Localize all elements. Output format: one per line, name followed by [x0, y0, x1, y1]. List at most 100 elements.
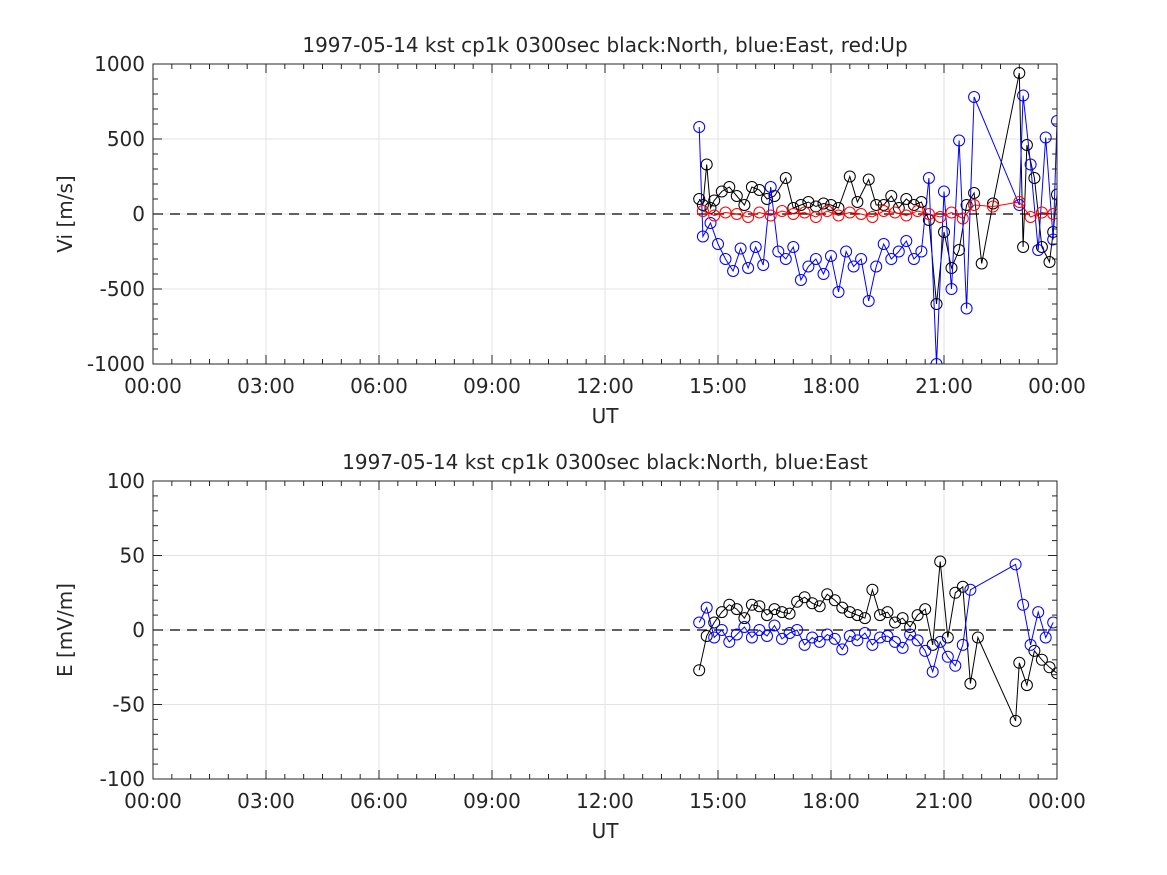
data-point-east: [949, 659, 962, 672]
data-point-east: [708, 631, 721, 644]
data-point-north: [693, 664, 706, 677]
data-point-north: [885, 190, 898, 202]
data-point-up: [922, 208, 935, 220]
data-point-north: [825, 199, 837, 211]
data-point-north: [858, 612, 871, 625]
data-point-east: [870, 260, 883, 273]
data-point-east: [881, 630, 894, 642]
data-point-up: [911, 205, 924, 217]
data-point-north: [960, 199, 973, 211]
data-point-up: [987, 200, 999, 213]
x-tick-label: 09:00: [463, 789, 521, 813]
data-point-east: [806, 631, 819, 644]
data-point-north: [896, 612, 909, 625]
data-point-east: [1017, 89, 1030, 102]
data-point-up: [832, 209, 845, 222]
data-point-east: [1013, 199, 1026, 211]
data-point-east: [761, 630, 773, 642]
x-tick-label: 12:00: [576, 789, 634, 813]
data-point-east: [779, 253, 792, 265]
data-point-east: [734, 242, 747, 255]
data-point-north: [821, 588, 834, 601]
data-point-east: [768, 619, 781, 632]
data-point-east: [783, 627, 796, 639]
data-point-up: [889, 206, 901, 219]
data-point-east: [813, 635, 826, 648]
data-point-east: [889, 635, 901, 648]
data-point-east: [900, 235, 913, 247]
data-point-east: [926, 665, 939, 678]
data-point-north: [1043, 661, 1056, 674]
data-point-north: [753, 184, 766, 196]
data-point-up: [945, 206, 958, 219]
data-point-up: [956, 212, 969, 225]
data-point-north: [761, 609, 773, 622]
data-point-east: [930, 358, 943, 364]
data-point-up: [730, 208, 743, 220]
x-tick-label: 06:00: [350, 374, 408, 398]
data-point-north: [1017, 241, 1030, 253]
electric-field-panel: 00:00 03:00 06:00 09:00 12:00 15:00 18:00 21:00…: [53, 450, 1086, 843]
data-point-north: [738, 199, 751, 211]
y-tick-label: -50: [112, 693, 145, 717]
data-point-north: [1020, 679, 1033, 692]
electric-field-panel-ylabel: E [mV/m]: [53, 583, 77, 677]
data-point-east: [730, 628, 743, 641]
data-point-north: [851, 609, 864, 622]
x-tick-label: 18:00: [802, 789, 860, 813]
data-point-east: [953, 134, 966, 147]
series-line-east: [698, 563, 1054, 674]
data-point-east: [738, 621, 751, 633]
data-point-north: [904, 621, 917, 633]
data-point-north: [911, 609, 924, 622]
data-point-up: [696, 205, 709, 217]
data-point-north: [1028, 172, 1041, 184]
data-point-north: [1009, 714, 1022, 727]
data-point-east: [742, 262, 755, 274]
data-point-north: [806, 597, 819, 610]
data-point-east: [753, 624, 766, 636]
data-point-east: [817, 268, 830, 280]
x-tick-label: 00:00: [1028, 789, 1086, 813]
data-point-east: [745, 631, 758, 644]
x-tick-label: 09:00: [463, 374, 521, 398]
x-tick-label: 00:00: [124, 789, 182, 813]
data-point-north: [745, 181, 758, 193]
data-point-up: [1013, 196, 1026, 208]
data-point-north: [693, 193, 706, 205]
data-point-north: [779, 172, 792, 184]
data-point-east: [892, 245, 905, 258]
data-point-north: [738, 612, 751, 625]
data-point-up: [866, 211, 879, 223]
data-point-north: [874, 609, 886, 622]
data-point-east: [832, 286, 845, 298]
data-point-east: [700, 601, 713, 614]
data-point-up: [1047, 208, 1057, 220]
data-point-up: [753, 206, 766, 219]
data-point-up: [776, 205, 788, 217]
data-point-east: [941, 650, 954, 663]
data-point-north: [798, 591, 811, 604]
data-point-north: [696, 199, 709, 211]
velocity-panel: 00:00 03:00 06:00 09:00 12:00 15:00 18:00 21:00…: [53, 33, 1086, 428]
x-tick-label: 03:00: [237, 374, 295, 398]
data-point-east: [727, 265, 740, 277]
data-point-north: [968, 187, 981, 199]
data-point-north: [730, 190, 743, 202]
data-point-north: [956, 580, 969, 593]
data-point-east: [907, 253, 920, 265]
x-tick-label: 21:00: [915, 374, 973, 398]
x-tick-label: 06:00: [350, 789, 408, 813]
data-point-north: [828, 594, 841, 607]
data-point-north: [708, 616, 721, 629]
data-point-east: [915, 245, 928, 258]
data-point-east: [802, 260, 815, 273]
data-point-north: [1035, 653, 1048, 666]
data-point-east: [956, 638, 969, 651]
data-point-east: [704, 217, 717, 229]
data-point-east: [1017, 598, 1030, 611]
data-point-east: [885, 253, 898, 265]
data-point-east: [1024, 638, 1037, 651]
data-point-east: [877, 238, 890, 250]
